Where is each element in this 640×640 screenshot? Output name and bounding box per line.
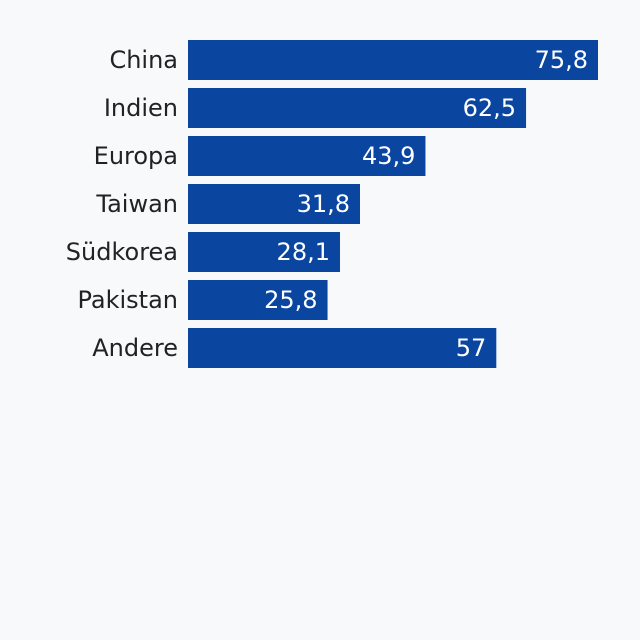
category-label: China bbox=[109, 46, 178, 74]
value-label: 43,9 bbox=[362, 142, 415, 170]
bar bbox=[188, 280, 328, 320]
category-label: Indien bbox=[104, 94, 178, 122]
bar bbox=[188, 328, 497, 368]
bar bbox=[188, 136, 426, 176]
category-label: Andere bbox=[92, 334, 178, 362]
value-label: 31,8 bbox=[297, 190, 350, 218]
category-label: Südkorea bbox=[66, 238, 178, 266]
value-label: 62,5 bbox=[463, 94, 516, 122]
category-label: Europa bbox=[94, 142, 178, 170]
bar bbox=[188, 232, 340, 272]
value-label: 28,1 bbox=[277, 238, 330, 266]
value-label: 57 bbox=[456, 334, 487, 362]
category-label: Pakistan bbox=[78, 286, 179, 314]
category-label: Taiwan bbox=[95, 190, 178, 218]
value-label: 25,8 bbox=[264, 286, 317, 314]
bar bbox=[188, 88, 527, 128]
value-label: 75,8 bbox=[535, 46, 588, 74]
bar bbox=[188, 184, 361, 224]
bar bbox=[188, 40, 598, 80]
